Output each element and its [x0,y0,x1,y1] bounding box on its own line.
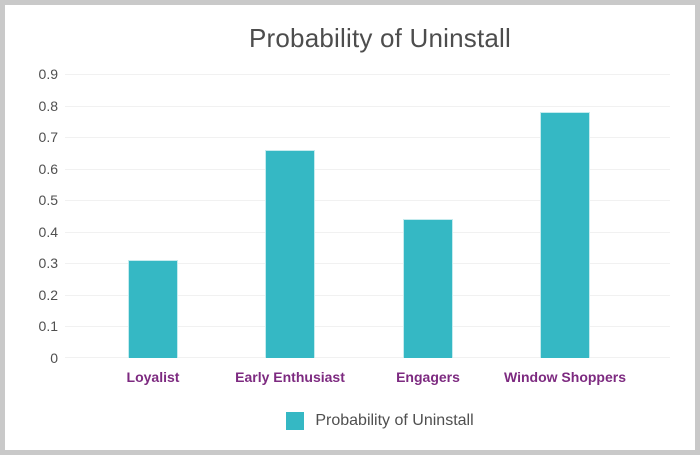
y-axis-tick-label: 0.4 [38,224,58,240]
y-axis-tick-label: 0.3 [38,255,58,271]
y-axis-tick-label: 0.2 [38,287,58,303]
plot-area [65,74,670,358]
y-axis-tick-label: 0.7 [38,129,58,145]
gridline [65,326,670,327]
gridline [65,106,670,107]
y-axis-tick-label: 0.5 [38,192,58,208]
gridline [65,74,670,75]
bar-engagers [403,219,453,358]
y-axis-tick-label: 0.1 [38,318,58,334]
y-axis-tick-label: 0.8 [38,98,58,114]
x-axis-category-label: Window Shoppers [504,369,626,385]
y-axis-tick-label: 0.9 [38,66,58,82]
gridline [65,232,670,233]
bar-early-enthusiast [265,150,315,358]
y-axis-tick-label: 0.6 [38,161,58,177]
x-axis-category-label: Loyalist [126,369,180,385]
bar-window-shoppers [540,112,590,358]
gridline [65,137,670,138]
gridline [65,357,670,358]
x-axis-category-label: Early Enthusiast [235,369,345,385]
y-axis-tick-label: 0 [50,350,58,366]
legend: Probability of Uninstall [65,412,695,430]
bar-loyalist [128,260,178,358]
gridline [65,169,670,170]
gridline [65,295,670,296]
gridline [65,200,670,201]
chart-title: Probability of Uninstall [248,23,512,53]
y-axis: 0.9 0.8 0.7 0.6 0.5 0.4 0.3 0.2 0.1 0 [15,66,58,366]
x-axis: Loyalist Early Enthusiast Engagers Window S… [65,369,670,391]
x-axis-category-label: Engagers [396,369,460,385]
gridline [65,263,670,264]
legend-label: Probability of Uninstall [315,412,474,429]
legend-swatch-icon [286,412,305,430]
